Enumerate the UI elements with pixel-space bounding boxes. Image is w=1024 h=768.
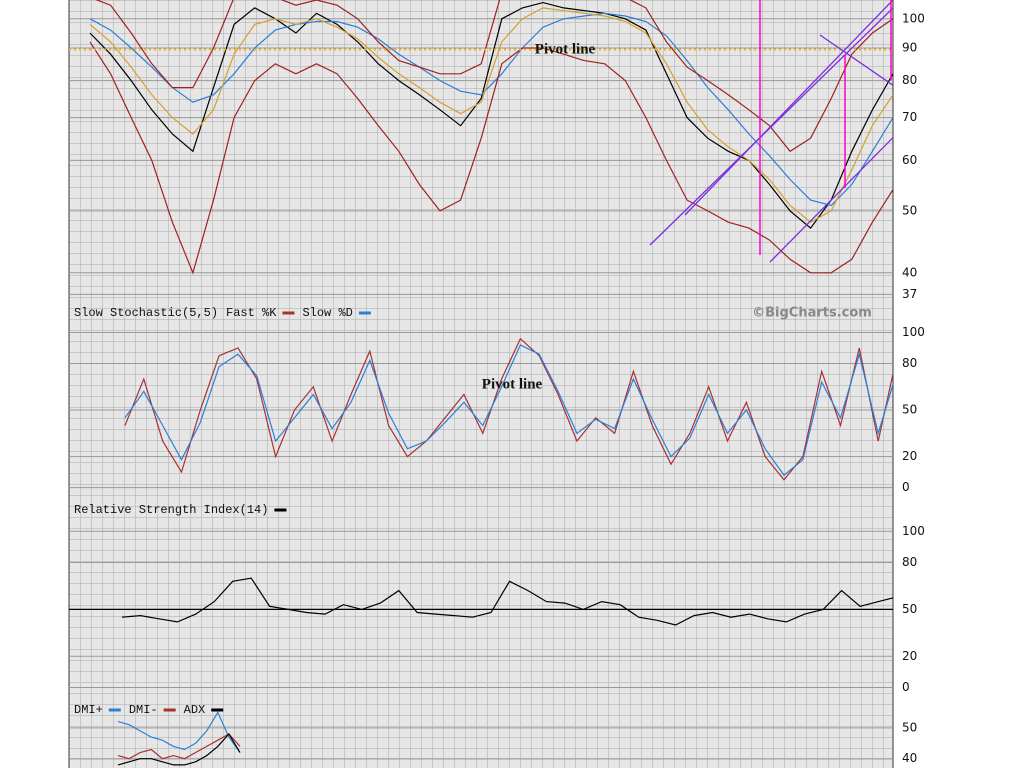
plot-layer: 37 40 50 60 70 80 90 100 Pivot line ©BigCharts.co… [69, 0, 925, 766]
annotation: Pivot line [482, 376, 543, 392]
series-line [95, 0, 893, 153]
y-tick-label: 40 [902, 751, 917, 765]
y-tick-label: 100 [902, 325, 925, 339]
legend-label: Slow %D [302, 306, 352, 320]
y-tick-label: 80 [902, 555, 917, 569]
y-tick-label: 90 [902, 40, 917, 54]
y-tick-label: 20 [902, 649, 917, 663]
legend-label: DMI- [129, 703, 158, 717]
trend-annotations [649, 0, 893, 263]
y-tick-label: 50 [902, 602, 917, 616]
y-tick-label: 80 [902, 356, 917, 370]
series-line [121, 577, 893, 626]
panel-title: Slow Stochastic(5,5) [74, 306, 218, 320]
legend-swatch [108, 708, 121, 712]
series-line [117, 711, 241, 753]
plot-background [69, 0, 893, 768]
y-tick-label: 100 [902, 11, 925, 25]
series-line [89, 41, 893, 275]
panel [69, 331, 893, 489]
y-tick-label: 50 [902, 203, 917, 217]
channel-line [769, 136, 893, 263]
watermark: ©BigCharts.com [752, 306, 872, 321]
legend-swatch [211, 708, 224, 712]
legend-label: Fast %K [226, 306, 277, 320]
y-tick-label: 50 [902, 403, 917, 417]
y-tick-label: 80 [902, 73, 917, 87]
channel-line [819, 34, 893, 87]
series-line [117, 732, 241, 766]
legend-label: DMI+ [74, 703, 103, 717]
series-line [89, 7, 893, 223]
legend-swatch [274, 508, 287, 512]
y-tick-label: 70 [902, 110, 917, 124]
y-tick-label: 0 [902, 680, 910, 694]
series-line [124, 337, 893, 481]
series-line [124, 344, 893, 477]
legend-swatch [163, 708, 176, 712]
y-tick-label: 40 [902, 265, 917, 279]
series-line [89, 1, 893, 229]
legend-label: ADX [184, 703, 206, 717]
channel-line [684, 0, 893, 216]
legend-swatch [282, 311, 295, 315]
series-line [89, 12, 893, 207]
y-tick-label: 100 [902, 524, 925, 538]
y-tick-label: 50 [902, 720, 917, 734]
annotation: Pivot line [535, 41, 596, 57]
series-line [117, 733, 241, 760]
panel [69, 0, 893, 295]
y-tick-label: 0 [902, 480, 910, 494]
y-tick-label: 60 [902, 153, 917, 167]
y-tick-label: 37 [902, 287, 917, 301]
legend-label: Relative Strength Index(14) [74, 503, 268, 517]
legend-swatch [358, 311, 371, 315]
y-tick-label: 20 [902, 449, 917, 463]
panel [69, 711, 893, 766]
